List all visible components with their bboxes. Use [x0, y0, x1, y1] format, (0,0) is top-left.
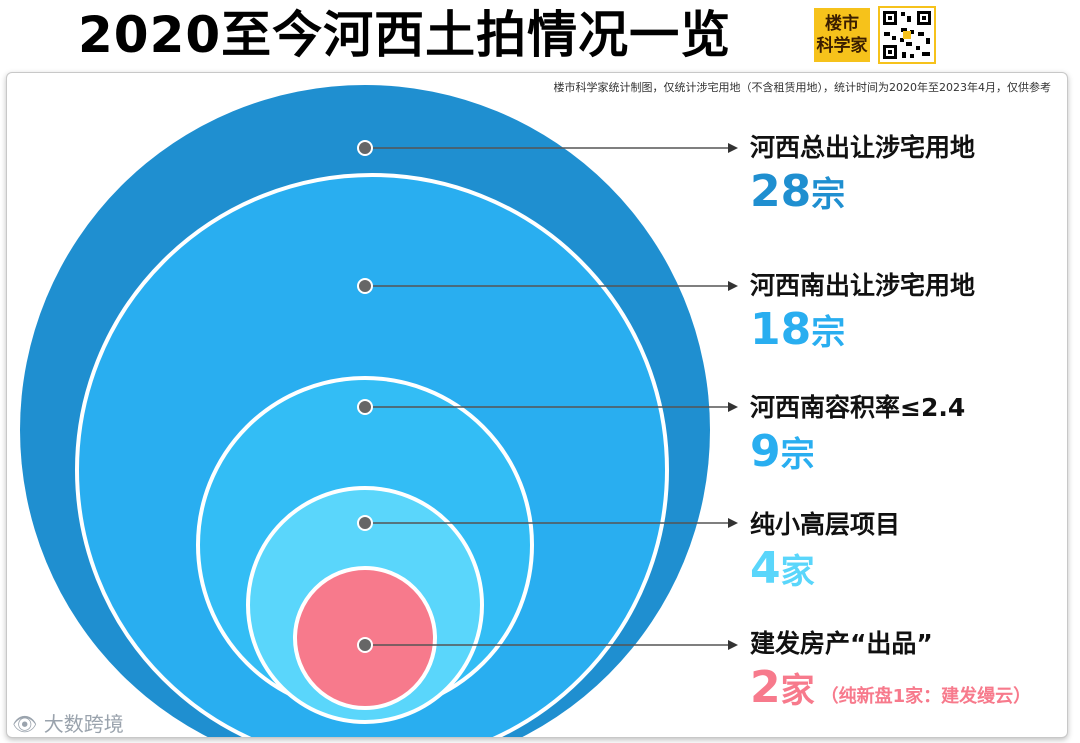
- value-label: 4家: [750, 543, 900, 594]
- value-number: 18: [750, 304, 812, 355]
- marker-dot-1: [357, 140, 373, 156]
- logo-line-2: 科学家: [816, 36, 868, 56]
- value-unit: 家: [780, 671, 815, 711]
- value-unit: 家: [780, 552, 815, 592]
- value-annotation: （纯新盘1家：建发缦云）: [820, 686, 1032, 707]
- value-number: 4: [750, 543, 781, 594]
- page-title: 2020至今河西土拍情况一览: [78, 6, 732, 64]
- category-label: 河西总出让涉宅用地: [750, 133, 976, 162]
- value-label: 28宗: [750, 166, 975, 217]
- marker-dot-2: [357, 278, 373, 294]
- watermark-text: 大数跨境: [43, 712, 124, 736]
- qr-code-icon: [878, 6, 936, 64]
- series-label-1: 河西总出让涉宅用地 28宗: [750, 128, 975, 217]
- marker-dot-3: [357, 399, 373, 415]
- marker-dot-4: [357, 515, 373, 531]
- brand-logo: 楼市 科学家: [814, 8, 870, 62]
- value-label: 2家 （纯新盘1家：建发缦云）: [750, 662, 1031, 713]
- source-note: 楼市科学家统计制图，仅统计涉宅用地（不含租赁用地），统计时间为2020年至202…: [553, 81, 1051, 94]
- series-label-5: 建发房产“出品” 2家 （纯新盘1家：建发缦云）: [750, 624, 1031, 713]
- category-label: 建发房产“出品”: [750, 629, 933, 658]
- value-unit: 宗: [811, 175, 846, 215]
- header: 2020至今河西土拍情况一览 楼市 科学家: [0, 0, 1080, 70]
- marker-dot-5: [357, 637, 373, 653]
- value-label: 9宗: [750, 426, 965, 477]
- value-unit: 宗: [780, 435, 815, 475]
- value-label: 18宗: [750, 304, 975, 355]
- value-number: 28: [750, 166, 812, 217]
- series-label-2: 河西南出让涉宅用地 18宗: [750, 266, 975, 355]
- category-label: 河西南出让涉宅用地: [750, 271, 976, 300]
- logo-line-1: 楼市: [825, 14, 859, 34]
- series-label-3: 河西南容积率≤2.4 9宗: [750, 388, 965, 477]
- value-number: 2: [750, 662, 781, 713]
- watermark: 👁 大数跨境: [12, 708, 124, 737]
- weibo-icon: 👁: [12, 712, 38, 736]
- category-label: 纯小高层项目: [750, 510, 901, 539]
- category-label: 河西南容积率≤2.4: [750, 393, 966, 422]
- series-label-4: 纯小高层项目 4家: [750, 505, 900, 594]
- value-unit: 宗: [811, 313, 846, 353]
- value-number: 9: [750, 426, 781, 477]
